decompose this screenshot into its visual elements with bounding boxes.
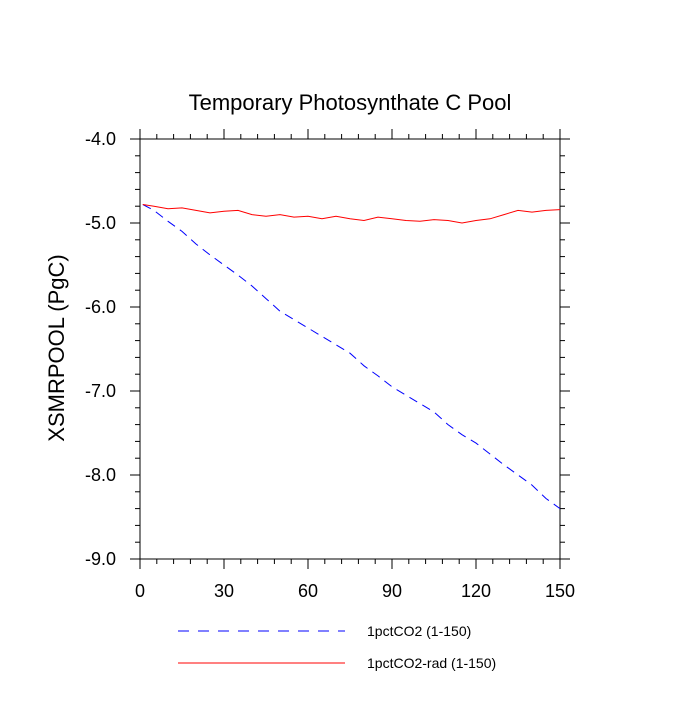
legend-label-1: 1pctCO2 (1-150) xyxy=(367,623,471,639)
x-tick-label: 60 xyxy=(298,581,318,601)
legend: 1pctCO2 (1-150) 1pctCO2-rad (1-150) xyxy=(178,623,496,671)
x-tick-label: 150 xyxy=(545,581,575,601)
x-tick-label: 30 xyxy=(214,581,234,601)
plot-frame xyxy=(139,138,561,560)
y-tick-label: -9.0 xyxy=(85,549,116,569)
y-tick-label: -6.0 xyxy=(85,297,116,317)
series-line-1 xyxy=(142,204,561,510)
chart-title: Temporary Photosynthate C Pool xyxy=(189,90,512,115)
legend-label-2: 1pctCO2-rad (1-150) xyxy=(367,655,496,671)
y-tick-label: -4.0 xyxy=(85,129,116,149)
y-tick-label: -5.0 xyxy=(85,213,116,233)
y-tick-label: -8.0 xyxy=(85,465,116,485)
series-line-2 xyxy=(142,204,561,224)
x-tick-label: 120 xyxy=(461,581,491,601)
plot-area: 0 30 60 90 120 150 -9.0 -8.0 -7.0 -6.0 -5.0 -4.0 xyxy=(85,129,575,601)
x-tick-label: 90 xyxy=(382,581,402,601)
x-tick-label: 0 xyxy=(135,581,145,601)
y-axis-label: XSMRPOOL (PgC) xyxy=(44,254,69,441)
y-tick-label: -7.0 xyxy=(85,381,116,401)
